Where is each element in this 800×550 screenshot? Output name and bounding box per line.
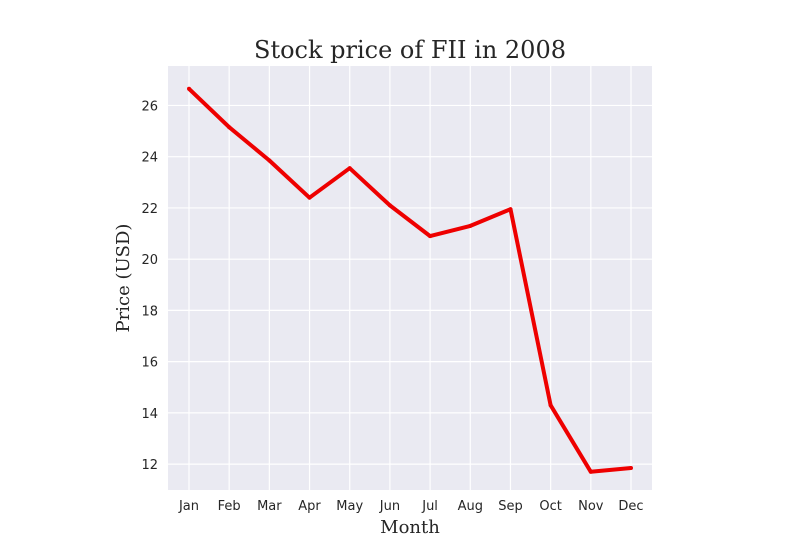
data-point: [347, 166, 352, 171]
x-tick-label: Aug: [458, 499, 483, 514]
x-tick-label: May: [336, 499, 363, 514]
series-layer: [187, 86, 633, 474]
y-tick-label: 18: [141, 304, 158, 319]
y-tick-label: 16: [141, 356, 158, 371]
y-tick-label: 12: [141, 458, 158, 473]
data-point: [588, 469, 593, 474]
grid-lines: [168, 66, 652, 490]
y-axis-label: Price (USD): [113, 224, 134, 333]
x-tick-label: Jun: [379, 499, 400, 514]
x-tick-label: Oct: [539, 499, 561, 514]
x-tick-label: Nov: [578, 499, 604, 514]
data-point: [428, 234, 433, 239]
x-tick-label: Jul: [421, 499, 438, 514]
x-tick-label: Sep: [498, 499, 523, 514]
y-tick-label: 26: [141, 99, 158, 114]
chart-title: Stock price of FII in 2008: [254, 36, 566, 64]
y-tick-label: 22: [141, 202, 158, 217]
x-tick-label: Dec: [618, 499, 643, 514]
y-tick-label: 20: [141, 253, 158, 268]
data-point: [629, 465, 633, 470]
data-point: [227, 125, 232, 130]
series-line: [187, 87, 632, 474]
data-point: [508, 207, 513, 212]
x-tick-label: Feb: [218, 499, 241, 514]
tick-labels: Jan Feb Mar Apr May Jun Jul Aug Sep Oct Nov Dec 12 14…: [141, 99, 643, 514]
x-tick-label: Mar: [257, 499, 282, 514]
data-point: [468, 223, 473, 228]
data-point: [307, 195, 312, 200]
data-point: [387, 203, 392, 208]
x-axis-label: Month: [380, 517, 440, 538]
x-tick-label: Apr: [298, 499, 321, 514]
data-point: [267, 158, 272, 163]
data-point: [187, 86, 191, 91]
y-tick-label: 24: [141, 151, 158, 166]
x-tick-label: Jan: [178, 499, 199, 514]
plot-area: [168, 66, 652, 490]
data-point: [548, 403, 553, 408]
y-tick-label: 14: [141, 407, 158, 422]
